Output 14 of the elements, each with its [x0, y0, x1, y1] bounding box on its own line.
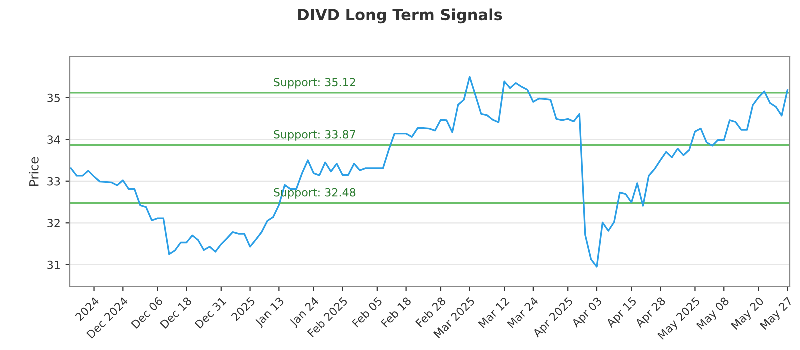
x-tick-label: Jan 13	[254, 296, 286, 329]
y-tick-label: 33	[48, 177, 60, 186]
y-tick-label: 35	[48, 94, 60, 102]
x-tick-label: Apr 03	[571, 296, 604, 330]
x-tick-label: Feb 18	[380, 296, 412, 328]
ref-line-label: Support: 35.12	[274, 78, 356, 89]
y-axis-title: Price	[29, 157, 39, 186]
x-tick-label: Dec 31	[194, 296, 227, 330]
y-tick-label: 34	[48, 136, 60, 144]
y-tick-label: 31	[48, 260, 60, 270]
line-series	[70, 76, 789, 268]
chart-title: DIVD Long Term Signals	[298, 8, 502, 24]
y-tick-label: 32	[48, 219, 60, 228]
ref-line-label: Support: 33.87	[274, 130, 356, 141]
